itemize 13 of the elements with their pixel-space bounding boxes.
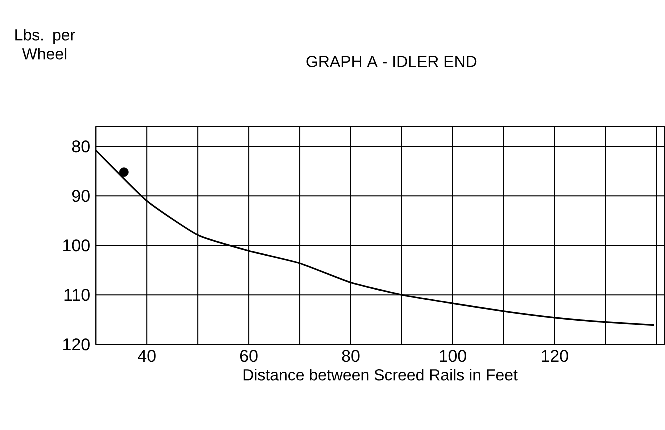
x-tick-label: 40 xyxy=(138,350,156,362)
x-tick-label: 80 xyxy=(342,350,360,362)
x-tick-label: 60 xyxy=(240,350,258,362)
x-axis-title: Distance between Screed Rails in Feet xyxy=(244,369,518,382)
y-tick-label: 90 xyxy=(72,190,90,202)
y-tick-label: 100 xyxy=(64,240,90,252)
y-tick-label: 80 xyxy=(72,140,90,153)
y-tick-label: 120 xyxy=(64,338,90,351)
x-tick-label: 100 xyxy=(440,350,466,362)
y-tick-label: 110 xyxy=(64,289,90,302)
chart-title: GRAPH A - IDLER END xyxy=(306,56,477,68)
x-tick-label: 120 xyxy=(542,350,568,362)
y-axis-title: Lbs. per Wheel xyxy=(16,29,76,60)
